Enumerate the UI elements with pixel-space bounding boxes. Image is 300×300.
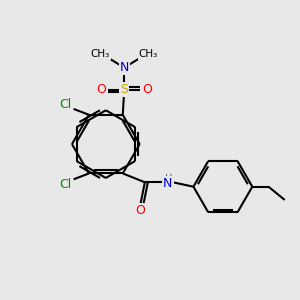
Text: S: S [120, 83, 128, 96]
Text: N: N [119, 61, 129, 74]
Text: CH₃: CH₃ [91, 49, 110, 59]
Text: N: N [163, 177, 172, 190]
Text: O: O [136, 204, 146, 217]
Text: O: O [142, 83, 152, 96]
Text: O: O [97, 83, 106, 96]
Text: H: H [165, 174, 172, 184]
Text: Cl: Cl [59, 98, 71, 111]
Text: CH₃: CH₃ [139, 49, 158, 59]
Text: Cl: Cl [59, 178, 71, 191]
